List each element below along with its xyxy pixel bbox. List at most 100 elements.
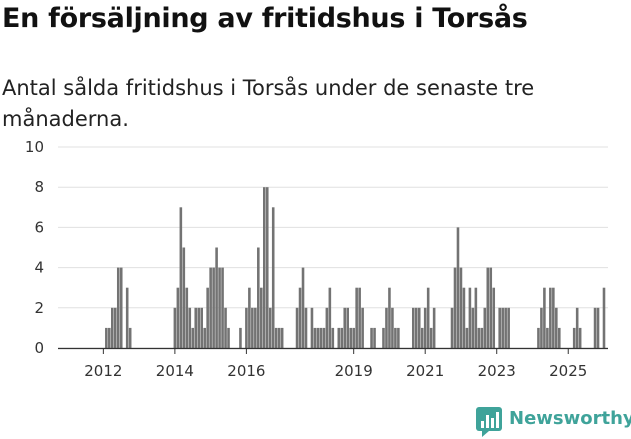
bar: [197, 307, 201, 348]
bar: [176, 287, 180, 348]
bar: [453, 267, 457, 348]
bar: [388, 287, 391, 348]
bar: [280, 327, 284, 348]
bar: [212, 267, 215, 348]
bar: [456, 227, 460, 348]
bar: [459, 267, 463, 348]
bar: [262, 187, 266, 348]
bar: [316, 327, 320, 348]
x-tick-label: 2021: [406, 362, 444, 380]
bar: [337, 327, 341, 348]
bar: [596, 307, 600, 348]
bar: [540, 307, 543, 348]
gridlines: [58, 146, 608, 349]
bar: [313, 327, 317, 348]
bar: [248, 287, 251, 348]
bar: [394, 327, 397, 348]
y-axis-labels: 0 2 4 6 8 10: [25, 138, 44, 357]
x-tick-label: 2016: [227, 362, 265, 380]
bar: [125, 287, 129, 348]
bar: [194, 307, 198, 348]
bar: [260, 287, 263, 348]
bar: [429, 327, 433, 348]
chart-subtitle: Antal sålda fritidshus i Torsås under de…: [2, 76, 535, 131]
bar: [310, 307, 314, 348]
bar: [465, 327, 469, 348]
bar: [206, 287, 209, 348]
bar: [423, 307, 427, 348]
bar: [391, 307, 394, 348]
bar: [268, 307, 272, 348]
bars: [105, 187, 606, 348]
bar: [218, 267, 221, 348]
bar: [319, 327, 323, 348]
bar: [420, 327, 424, 348]
bar: [555, 307, 558, 348]
bar: [191, 327, 195, 348]
bar: [593, 307, 597, 348]
bar: [414, 307, 418, 348]
bar: [352, 327, 355, 348]
chart-title: En försäljning av fritidshus i Torsås: [2, 3, 528, 34]
bar: [209, 267, 212, 348]
brand-name: Newsworthy: [509, 408, 631, 429]
bar: [116, 267, 120, 348]
bar: [480, 327, 484, 348]
bar: [572, 327, 576, 348]
y-tick-label: 6: [34, 218, 44, 236]
bar: [301, 267, 305, 348]
bar: [108, 327, 111, 348]
bar: [575, 307, 579, 348]
bar: [179, 207, 183, 348]
bar: [462, 287, 466, 348]
bar: [271, 207, 275, 348]
bar: [215, 247, 218, 348]
bar: [507, 307, 510, 348]
bar: [432, 307, 436, 348]
bar: [257, 247, 260, 348]
bar: [274, 327, 278, 348]
bar: [373, 327, 376, 348]
x-tick-label: 2025: [549, 362, 587, 380]
bar: [221, 267, 224, 348]
bar: [277, 327, 281, 348]
bar: [543, 287, 546, 348]
bar: [411, 307, 415, 348]
y-tick-label: 8: [34, 178, 44, 196]
bar: [265, 187, 269, 348]
bar: [483, 307, 487, 348]
bar: [385, 307, 388, 348]
bar: [489, 267, 493, 348]
bar: [370, 327, 373, 348]
bar: [331, 327, 335, 348]
bar: [203, 327, 206, 348]
bar: [322, 327, 326, 348]
bar: [325, 307, 329, 348]
bar: [304, 307, 308, 348]
y-tick-label: 4: [34, 259, 44, 277]
bar: [227, 327, 230, 348]
bar: [578, 327, 582, 348]
bar: [200, 307, 203, 348]
bar: [537, 327, 540, 348]
x-tick-label: 2019: [335, 362, 373, 380]
bar: [468, 287, 472, 348]
bar: [251, 307, 254, 348]
x-axis: 2012 2014 2016 2019 2021 2023 2025: [58, 347, 608, 380]
bar: [173, 307, 177, 348]
bar: [474, 287, 478, 348]
bar: [113, 307, 117, 348]
bar: [343, 307, 347, 348]
bar: [552, 287, 555, 348]
x-tick-label: 2023: [478, 362, 516, 380]
bar: [417, 307, 421, 348]
y-tick-label: 2: [34, 299, 44, 317]
bar: [298, 287, 302, 348]
bar: [602, 287, 606, 348]
bar: [471, 307, 475, 348]
bar: [450, 307, 454, 348]
bar: [346, 307, 350, 348]
bar: [185, 287, 189, 348]
bar: [397, 327, 400, 348]
